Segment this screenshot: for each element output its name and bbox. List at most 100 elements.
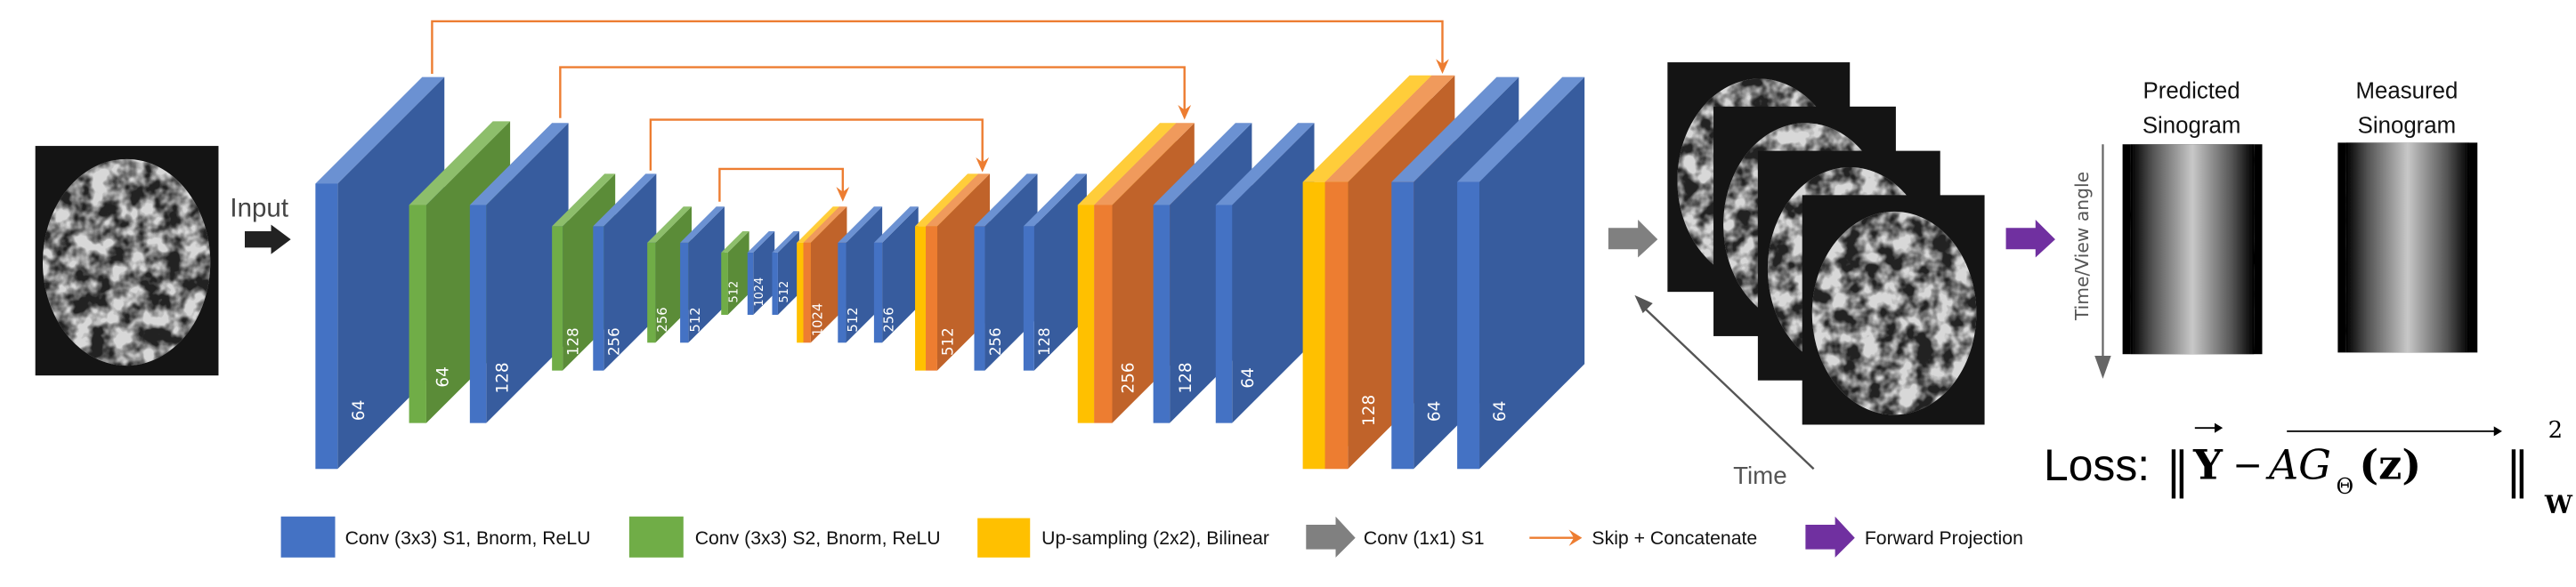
side-face <box>846 206 883 343</box>
front-face <box>552 226 563 371</box>
front-face <box>772 252 778 315</box>
top-face <box>1077 123 1177 205</box>
front-face <box>873 242 883 343</box>
legend: Conv (3x3) S1, Bnorm, ReLU Conv (3x3) S2… <box>280 516 2023 558</box>
layer-channel-label: 512 <box>688 307 703 332</box>
top-face <box>315 76 445 184</box>
conv-slab <box>593 173 657 371</box>
legend-label-forward-projection: Forward Projection <box>1865 528 2023 549</box>
time-arrow <box>1634 294 1815 470</box>
side-face <box>882 206 919 343</box>
side-face <box>727 230 749 315</box>
legend-label-conv-s1: Conv (3x3) S1, Bnorm, ReLU <box>345 528 591 549</box>
side-face <box>777 230 799 315</box>
predicted-sinogram-subtitle: Sinogram <box>2143 113 2241 138</box>
front-face <box>680 242 689 343</box>
front-face <box>1215 205 1233 423</box>
top-face <box>680 206 725 243</box>
conv-slab <box>1215 123 1315 423</box>
arrowhead-icon <box>836 187 850 202</box>
loss-formula: Loss: ‖ Y − AG Θ (z) ‖ 2 W <box>2044 417 2573 519</box>
front-face <box>803 242 811 343</box>
output-frame-4 <box>1802 195 1985 425</box>
top-face <box>1215 123 1315 205</box>
layer-channel-label: 256 <box>987 327 1004 356</box>
conv-slab <box>772 230 799 315</box>
measured-sinogram-image <box>2337 142 2478 353</box>
side-face <box>1033 173 1087 371</box>
front-face <box>1077 205 1095 423</box>
top-face <box>469 123 569 205</box>
conv-1x1-arrow-icon <box>1608 220 1658 258</box>
legend-orange-arrow-icon <box>1568 529 1583 546</box>
input-brain-image <box>35 146 219 376</box>
top-face <box>873 206 919 243</box>
layer-channel-label: 128 <box>1177 362 1195 393</box>
side-face <box>1232 123 1315 423</box>
front-face <box>838 242 847 343</box>
top-face <box>593 173 657 227</box>
top-face <box>797 206 840 243</box>
network-layers: 64 64 128 128 256 256 512 512 1024 512 1024 512 256 5… <box>315 75 1585 470</box>
layer-channel-label: 64 <box>433 366 452 387</box>
loss-label: Loss: <box>2044 440 2150 490</box>
side-face <box>486 123 569 423</box>
front-face <box>409 205 426 423</box>
top-face <box>552 173 616 227</box>
conv-slab <box>680 206 725 343</box>
input-label: Input <box>230 193 288 222</box>
front-face <box>1457 181 1480 470</box>
predicted-sinogram-title: Predicted <box>2143 79 2240 104</box>
arrowhead-icon <box>976 157 990 173</box>
legend-yellow-square-icon <box>977 518 1031 558</box>
power-2: 2 <box>2548 417 2563 444</box>
input-arrow-icon <box>245 224 291 254</box>
layer-conv-s1: 64 <box>1457 76 1585 470</box>
layer-conv-s1: 512 <box>680 206 725 343</box>
layer-conv-s1: 64 <box>1215 123 1315 423</box>
front-face <box>1324 181 1349 470</box>
front-face <box>915 226 927 371</box>
operator-ag: AG <box>2265 440 2331 488</box>
top-face <box>1023 173 1087 227</box>
front-face <box>1153 205 1171 423</box>
legend-label-conv-s2: Conv (3x3) S2, Bnorm, ReLU <box>695 528 941 549</box>
skip-arrow-64 <box>431 20 1444 74</box>
side-face <box>688 206 725 343</box>
front-face <box>797 242 804 343</box>
top-face <box>803 206 847 243</box>
layer-channel-label: 256 <box>1119 362 1138 393</box>
measured-sinogram-subtitle: Sinogram <box>2358 113 2457 138</box>
arrowhead-icon <box>1178 104 1192 120</box>
forward-projection-arrow-icon <box>2005 220 2055 258</box>
skip-connections <box>431 20 1444 202</box>
layer-channel-label: 1024 <box>810 303 825 337</box>
layer-channel-label: 128 <box>1036 327 1053 356</box>
layer-conv-s1: 1024 <box>747 230 775 315</box>
layer-channel-label: 256 <box>882 307 897 332</box>
predicted-sinogram-image <box>2122 144 2263 355</box>
legend-purple-arrow-icon <box>1805 516 1855 558</box>
front-face <box>747 252 754 315</box>
skip-arrow-128 <box>559 66 1186 118</box>
front-face <box>593 226 604 371</box>
layer-conv-s2: 512 <box>721 230 749 315</box>
time-view-angle-label: Time/View angle <box>2071 172 2093 321</box>
top-face <box>838 206 883 243</box>
conv-slab <box>469 123 569 423</box>
front-face <box>469 205 487 423</box>
side-face <box>603 173 657 371</box>
skip-arrow-512 <box>718 167 845 202</box>
conv-slab <box>873 206 919 343</box>
layer-channel-label: 1024 <box>753 277 766 307</box>
front-face <box>926 226 937 371</box>
front-face <box>721 252 728 315</box>
legend-label-skip: Skip + Concatenate <box>1592 528 1757 549</box>
layer-conv-s1: 128 <box>469 123 569 423</box>
side-face <box>753 230 775 315</box>
layer-channel-label: 512 <box>778 281 791 303</box>
layer-conv-s1: 512 <box>838 206 883 343</box>
top-face <box>926 173 991 227</box>
top-face <box>747 230 775 253</box>
